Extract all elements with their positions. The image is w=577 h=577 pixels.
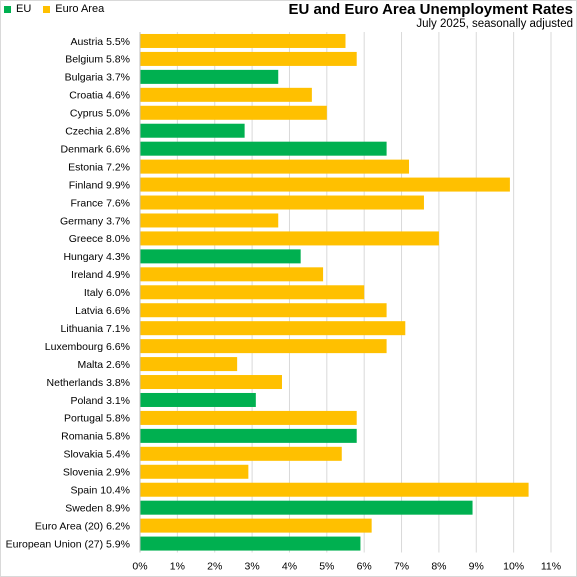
- bar: [140, 303, 387, 318]
- category-label: Hungary 4.3%: [63, 251, 130, 263]
- bar: [140, 518, 372, 533]
- bar: [140, 339, 387, 354]
- x-tick-label: 5%: [319, 561, 334, 573]
- x-tick-label: 11%: [541, 561, 561, 573]
- category-label: Spain 10.4%: [70, 485, 130, 497]
- category-label: Netherlands 3.8%: [47, 377, 130, 389]
- bar: [140, 177, 510, 192]
- x-tick-label: 7%: [394, 561, 409, 573]
- x-tick-label: 9%: [469, 561, 484, 573]
- category-label: Czechia 2.8%: [65, 126, 130, 138]
- legend-label-euro-area: Euro Area: [55, 3, 105, 15]
- bar: [140, 267, 324, 282]
- legend-label-eu: EU: [16, 3, 32, 15]
- legend: EU Euro Area: [4, 3, 116, 15]
- legend-item-euro-area: Euro Area: [43, 3, 104, 15]
- bar: [140, 69, 279, 84]
- category-label: Latvia 6.6%: [75, 305, 130, 317]
- bar: [140, 195, 424, 210]
- category-label: Italy 6.0%: [84, 287, 130, 299]
- chart-title: EU and Euro Area Unemployment Rates: [288, 1, 573, 18]
- bar: [140, 141, 387, 156]
- category-label: Romania 5.8%: [61, 431, 130, 443]
- category-label: European Union (27) 5.9%: [6, 538, 130, 550]
- bar: [140, 33, 346, 48]
- x-tick-label: 4%: [282, 561, 297, 573]
- category-label: Denmark 6.6%: [61, 143, 130, 155]
- x-tick-label: 2%: [207, 561, 222, 573]
- category-label: Finland 9.9%: [69, 179, 130, 191]
- x-tick-label: 6%: [357, 561, 372, 573]
- category-label: Germany 3.7%: [60, 215, 130, 227]
- category-label: Bulgaria 3.7%: [65, 72, 130, 84]
- category-label: Belgium 5.8%: [65, 54, 130, 66]
- category-label: Poland 3.1%: [70, 395, 130, 407]
- bar: [140, 87, 312, 102]
- category-label: Slovakia 5.4%: [63, 449, 130, 461]
- category-label: France 7.6%: [70, 197, 130, 209]
- category-label: Cyprus 5.0%: [70, 108, 130, 120]
- bar: [140, 410, 357, 425]
- bar: [140, 446, 342, 461]
- bar: [140, 482, 529, 497]
- bar: [140, 231, 439, 246]
- bar: [140, 321, 406, 336]
- legend-swatch-euro-area: [43, 5, 51, 13]
- bar: [140, 536, 361, 551]
- category-label: Austria 5.5%: [70, 36, 130, 48]
- category-label: Portugal 5.8%: [64, 413, 130, 425]
- bar: [140, 159, 410, 174]
- bar: [140, 464, 249, 479]
- bar: [140, 357, 238, 372]
- chart-subtitle: July 2025, seasonally adjusted: [416, 18, 573, 30]
- x-tick-label: 8%: [431, 561, 446, 573]
- bar: [140, 392, 256, 407]
- category-label: Ireland 4.9%: [71, 269, 130, 281]
- category-label: Greece 8.0%: [69, 233, 130, 245]
- bar: [140, 123, 245, 138]
- category-label: Malta 2.6%: [77, 359, 130, 371]
- legend-swatch-eu: [4, 5, 11, 13]
- category-label: Luxembourg 6.6%: [45, 341, 130, 353]
- category-label: Sweden 8.9%: [65, 502, 130, 514]
- x-tick-label: 3%: [244, 561, 259, 573]
- bar: [140, 51, 357, 66]
- category-label: Lithuania 7.1%: [61, 323, 130, 335]
- x-tick-label: 0%: [132, 561, 147, 573]
- category-label: Croatia 4.6%: [69, 90, 130, 102]
- category-label: Slovenia 2.9%: [63, 467, 130, 479]
- bar: [140, 213, 279, 228]
- category-label: Estonia 7.2%: [68, 161, 130, 173]
- x-tick-label: 10%: [503, 561, 524, 573]
- bar: [140, 249, 301, 264]
- bar: [140, 500, 473, 515]
- bar: [140, 375, 282, 390]
- bar: [140, 428, 357, 443]
- bar: [140, 285, 365, 300]
- x-tick-label: 1%: [170, 561, 185, 573]
- category-label: Euro Area (20) 6.2%: [35, 520, 130, 532]
- bar: [140, 105, 327, 120]
- legend-item-eu: EU: [4, 3, 31, 15]
